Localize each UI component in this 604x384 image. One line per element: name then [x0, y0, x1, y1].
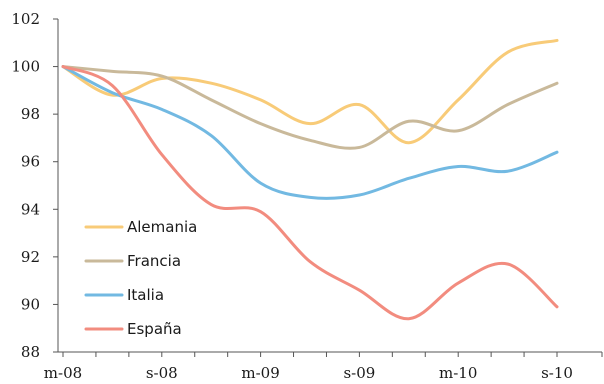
y-tick-label: 90 [21, 295, 40, 313]
y-tick-label: 98 [21, 105, 40, 123]
y-tick-label: 96 [21, 153, 40, 171]
x-tick-label: m-09 [241, 364, 279, 380]
legend-label: Alemania [127, 218, 197, 236]
y-tick-label: 88 [21, 343, 40, 361]
legend-label: Francia [127, 252, 181, 270]
legend-label: España [127, 320, 182, 338]
series-line-italia [61, 65, 559, 200]
y-tick-label: 100 [11, 58, 40, 76]
y-tick-label: 102 [11, 10, 40, 28]
x-tick-label: m-10 [439, 364, 477, 380]
series-line-espaa [61, 65, 559, 321]
x-tick-label: s-08 [146, 364, 178, 380]
series-line-francia [61, 65, 559, 150]
x-tick-label: s-10 [541, 364, 573, 380]
x-tick-label: m-08 [44, 364, 82, 380]
legend-label: Italia [127, 286, 164, 304]
x-tick-label: s-09 [343, 364, 375, 380]
series-line-alemania [61, 38, 559, 145]
y-tick-label: 94 [21, 200, 40, 218]
y-tick-label: 92 [21, 248, 40, 266]
